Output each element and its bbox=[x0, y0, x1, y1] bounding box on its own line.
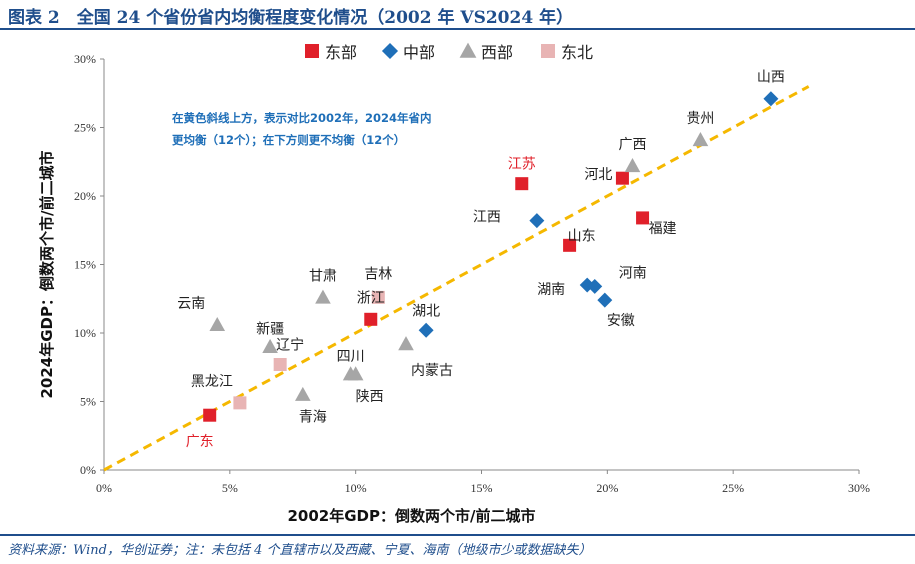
title-bar: 图表 2 全国 24 个省份省内均衡程度变化情况（2002 年 VS2024 年… bbox=[0, 0, 915, 30]
point-west bbox=[692, 132, 709, 147]
point-label: 江苏 bbox=[508, 157, 536, 173]
x-tick-label: 30% bbox=[848, 481, 870, 495]
trend-line bbox=[103, 85, 810, 472]
point-east bbox=[636, 211, 650, 225]
source-note: 资料来源：Wind，华创证券；注：未包括 4 个直辖市以及西藏、宁夏、海南（地级… bbox=[8, 543, 592, 558]
point-label: 黑龙江 bbox=[191, 374, 233, 390]
point-label: 江西 bbox=[473, 210, 501, 226]
axes: 0% 5% 10% 15% 20% 25% 30% 0% 5% 10% 15% 20% 25% 30% bbox=[74, 52, 870, 495]
x-tick-label: 10% bbox=[345, 481, 367, 495]
point-label: 安徽 bbox=[607, 313, 635, 329]
point-east bbox=[515, 177, 529, 191]
legend-label: 东北 bbox=[561, 43, 593, 62]
legend-label: 东部 bbox=[325, 43, 357, 62]
point-label: 山东 bbox=[568, 228, 596, 244]
figure-title: 图表 2 全国 24 个省份省内均衡程度变化情况（2002 年 VS2024 年… bbox=[8, 8, 574, 28]
y-tick-label: 30% bbox=[74, 52, 96, 66]
point-east bbox=[203, 408, 217, 422]
y-tick-label: 5% bbox=[80, 395, 96, 409]
point-label: 浙江 bbox=[357, 290, 385, 306]
point-central bbox=[529, 213, 545, 229]
point-label: 新疆 bbox=[256, 322, 284, 338]
y-tick-label: 10% bbox=[74, 326, 96, 340]
point-northeast bbox=[273, 358, 287, 372]
legend: 东部 中部 西部 东北 bbox=[305, 42, 593, 62]
point-northeast bbox=[233, 396, 247, 410]
point-label: 山西 bbox=[757, 70, 785, 86]
x-tick-label: 20% bbox=[596, 481, 618, 495]
point-west bbox=[624, 158, 641, 173]
legend-label: 中部 bbox=[403, 43, 435, 62]
point-east bbox=[615, 171, 629, 185]
data-points bbox=[203, 91, 779, 422]
point-central bbox=[763, 91, 779, 107]
point-label: 广东 bbox=[186, 434, 214, 450]
point-west bbox=[295, 386, 311, 401]
x-tick-label: 5% bbox=[222, 481, 238, 495]
x-tick-label: 15% bbox=[471, 481, 493, 495]
point-central bbox=[587, 278, 603, 294]
y-tick-label: 25% bbox=[74, 121, 96, 135]
point-east bbox=[563, 238, 577, 252]
point-label: 青海 bbox=[299, 410, 327, 426]
point-label: 广西 bbox=[619, 137, 647, 153]
point-west bbox=[315, 289, 331, 304]
point-central bbox=[579, 277, 595, 293]
point-central bbox=[597, 292, 613, 308]
point-label: 四川 bbox=[337, 349, 365, 365]
point-northeast bbox=[371, 290, 385, 304]
y-tick-label: 15% bbox=[74, 258, 96, 272]
point-west bbox=[262, 338, 278, 353]
y-tick-label: 20% bbox=[74, 189, 96, 203]
annotation-line: 在黄色斜线上方，表示对比2002年，2024年省内 bbox=[172, 111, 432, 125]
legend-marker-east bbox=[305, 44, 319, 58]
annotation-line: 更均衡（12个）；在下方则更不均衡（12个） bbox=[172, 133, 405, 147]
x-tick-label: 0% bbox=[96, 481, 112, 495]
point-label: 陕西 bbox=[356, 389, 384, 405]
point-west bbox=[398, 336, 414, 351]
point-central bbox=[418, 322, 434, 338]
point-label: 云南 bbox=[177, 296, 205, 312]
annotation: 在黄色斜线上方，表示对比2002年，2024年省内更均衡（12个）；在下方则更不… bbox=[172, 111, 432, 147]
point-label: 湖北 bbox=[412, 303, 440, 319]
point-west bbox=[347, 366, 364, 381]
point-label: 内蒙古 bbox=[411, 363, 453, 379]
point-label: 福建 bbox=[649, 221, 677, 237]
y-axis-title: 2024年GDP：倒数两个市/前二城市 bbox=[38, 151, 56, 399]
point-label: 辽宁 bbox=[276, 337, 304, 354]
point-label: 吉林 bbox=[364, 266, 392, 282]
x-axis-title: 2002年GDP：倒数两个市/前二城市 bbox=[288, 507, 536, 525]
point-label: 贵州 bbox=[686, 111, 714, 127]
legend-marker-west bbox=[459, 42, 477, 58]
point-label: 河南 bbox=[619, 265, 647, 281]
footer-divider bbox=[0, 534, 915, 536]
y-tick-label: 0% bbox=[80, 463, 96, 477]
point-label: 湖南 bbox=[537, 282, 565, 298]
legend-marker-central bbox=[381, 42, 399, 60]
legend-label: 西部 bbox=[481, 43, 513, 62]
trend-line-dashed bbox=[103, 85, 810, 472]
point-label: 甘肃 bbox=[309, 268, 337, 284]
point-west bbox=[209, 316, 226, 332]
point-label: 河北 bbox=[584, 167, 612, 183]
x-tick-label: 25% bbox=[722, 481, 744, 495]
legend-marker-northeast bbox=[541, 44, 555, 58]
point-east bbox=[364, 312, 378, 326]
